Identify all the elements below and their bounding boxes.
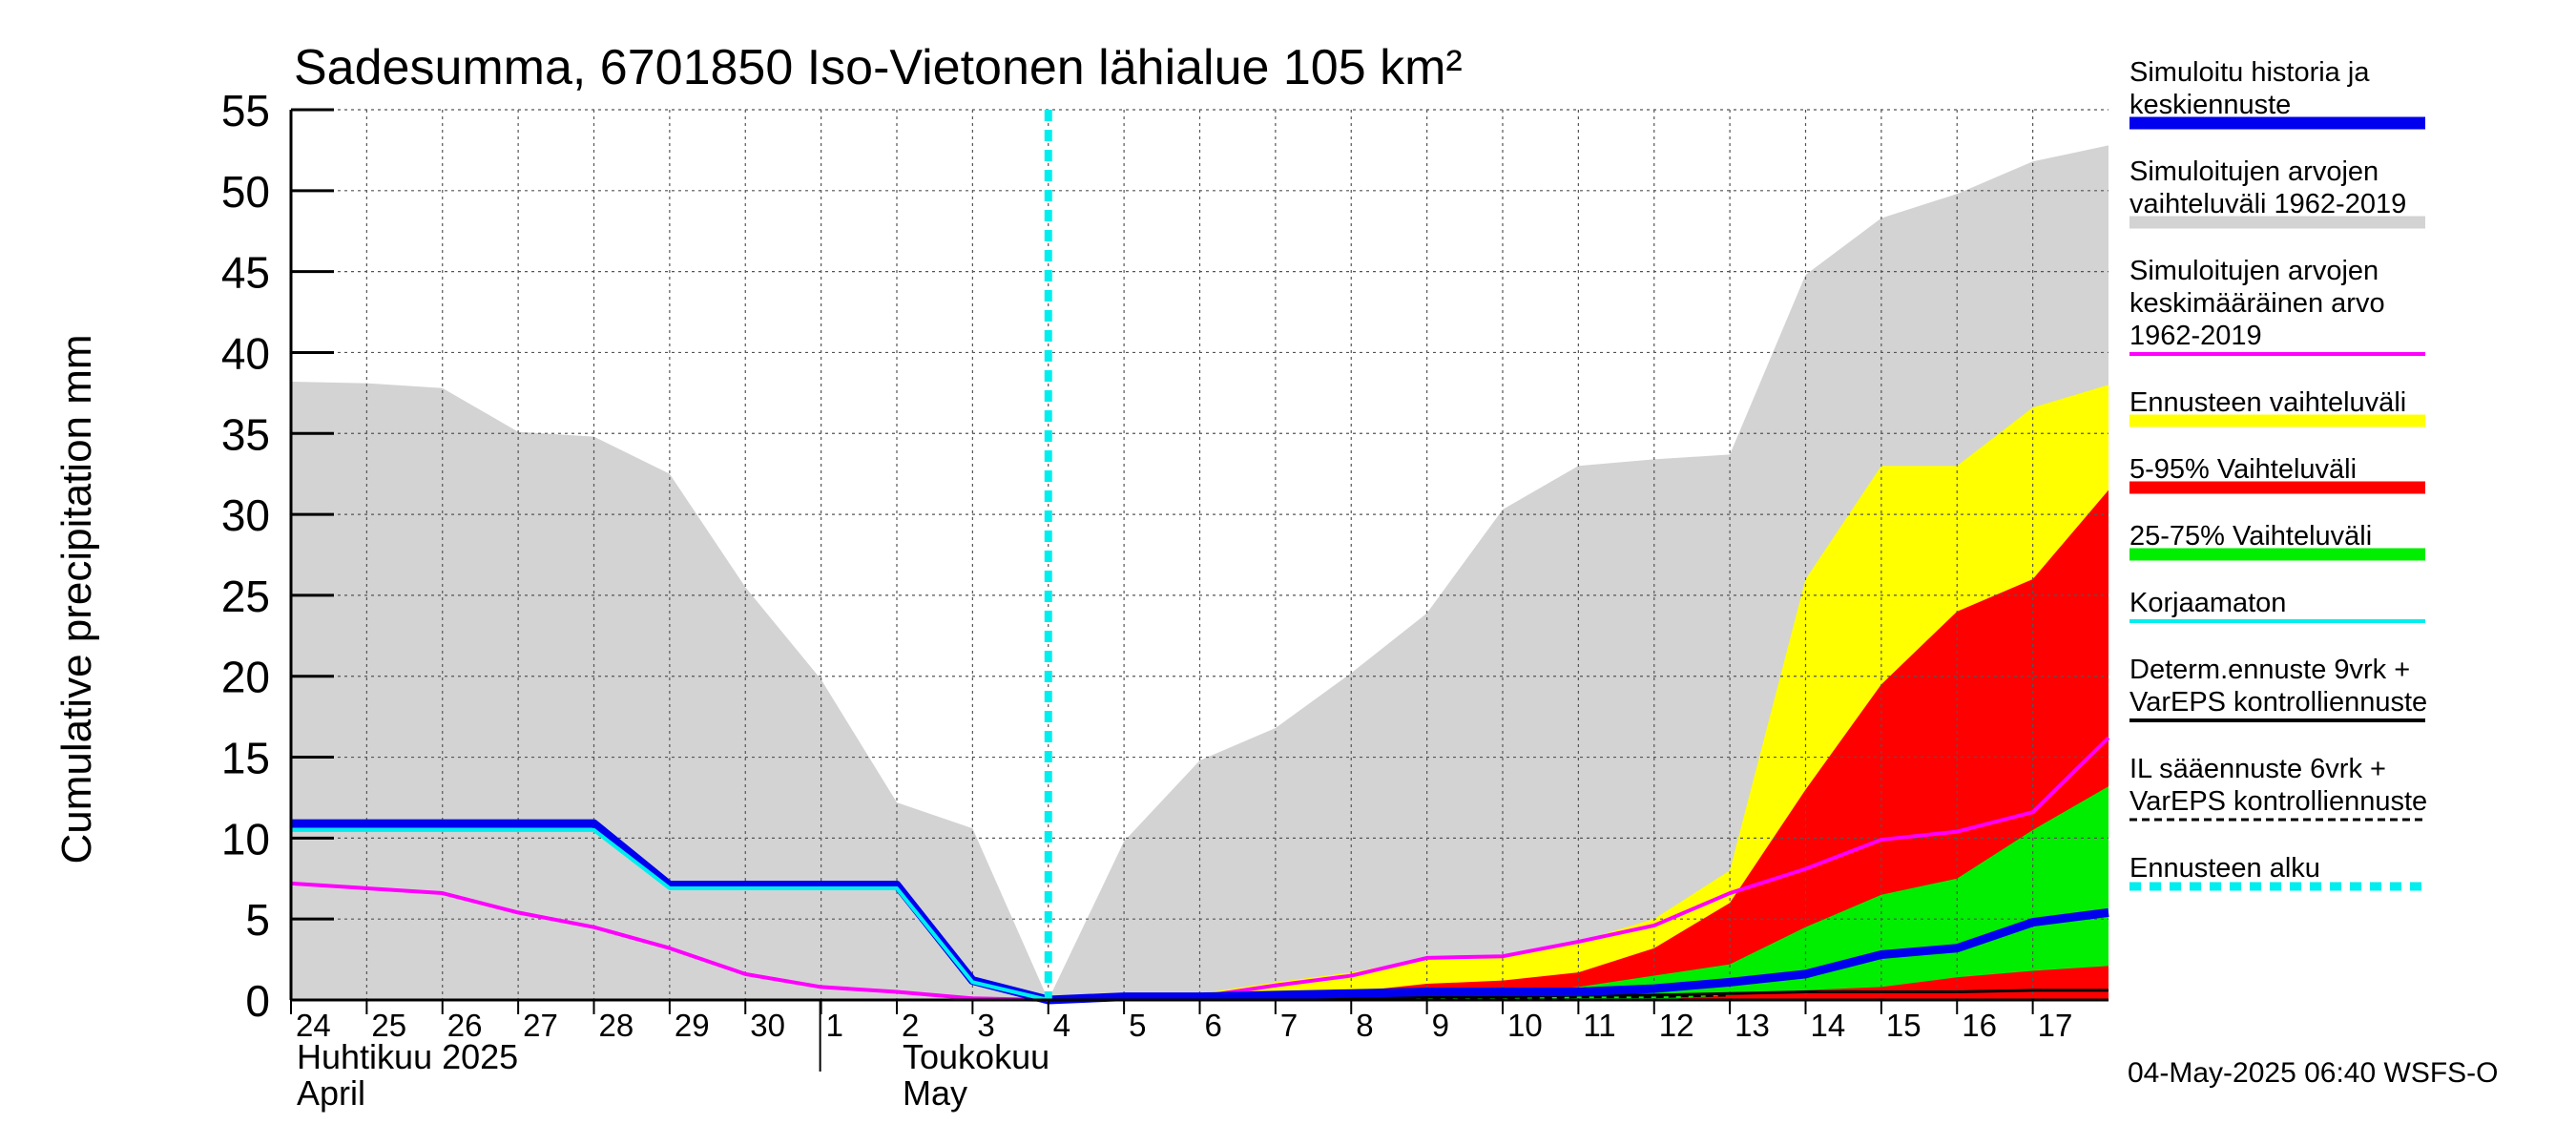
y-tick-label: 55 <box>221 86 270 135</box>
x-tick-label: 1 <box>826 1008 843 1043</box>
x-tick-label: 16 <box>1962 1008 1997 1043</box>
legend-label-9: Ennusteen alku <box>2129 853 2320 884</box>
y-tick-label: 35 <box>221 409 270 459</box>
x-tick-label: 4 <box>1053 1008 1070 1043</box>
y-axis-label: Cumulative precipitation mm <box>53 334 100 864</box>
x-tick-label: 25 <box>371 1008 406 1043</box>
y-tick-label: 30 <box>221 490 270 540</box>
x-tick-label: 29 <box>675 1008 710 1043</box>
x-tick-label: 2 <box>902 1008 919 1043</box>
month-label-en: May <box>903 1073 967 1113</box>
y-tick-label: 20 <box>221 653 270 702</box>
legend-label-8: VarEPS kontrolliennuste <box>2129 786 2427 817</box>
x-tick-label: 30 <box>750 1008 785 1043</box>
x-tick-label: 14 <box>1811 1008 1846 1043</box>
y-tick-label: 40 <box>221 328 270 378</box>
legend-label-4: 5-95% Vaihteluväli <box>2129 454 2357 485</box>
x-tick-label: 11 <box>1583 1008 1615 1043</box>
month-label: Huhtikuu 2025 <box>297 1037 518 1076</box>
footer-timestamp: 04-May-2025 06:40 WSFS-O <box>2128 1057 2499 1089</box>
legend-label-5: 25-75% Vaihteluväli <box>2129 521 2372 552</box>
legend-label-6: Korjaamaton <box>2129 588 2286 618</box>
x-tick-label: 17 <box>2038 1008 2073 1043</box>
x-tick-label: 27 <box>523 1008 558 1043</box>
x-tick-label: 24 <box>296 1008 331 1043</box>
x-tick-label: 9 <box>1432 1008 1449 1043</box>
legend-label-1: Simuloitujen arvojen <box>2129 156 2379 187</box>
legend-label-3: Ennusteen vaihteluväli <box>2129 387 2406 418</box>
chart-title: Sadesumma, 6701850 Iso-Vietonen lähialue… <box>294 40 1463 95</box>
y-tick-label: 10 <box>221 814 270 864</box>
uncorrected-line <box>291 827 1049 1002</box>
legend-label-7: VarEPS kontrolliennuste <box>2129 687 2427 718</box>
legend-label-2: Simuloitujen arvojen <box>2129 256 2379 286</box>
x-tick-label: 12 <box>1659 1008 1694 1043</box>
month-label-en: April <box>297 1073 365 1113</box>
x-tick-label: 13 <box>1735 1008 1770 1043</box>
legend-label-8: IL sääennuste 6vrk + <box>2129 754 2386 784</box>
band-5-95 <box>1048 489 2109 1000</box>
y-tick-label: 25 <box>221 572 270 621</box>
legend-label-0: Simuloitu historia ja <box>2129 57 2370 88</box>
x-tick-label: 8 <box>1356 1008 1373 1043</box>
history-forecast-line <box>291 819 2109 1005</box>
x-tick-label: 10 <box>1507 1008 1543 1043</box>
y-tick-label: 45 <box>221 248 270 298</box>
y-tick-label: 0 <box>245 976 270 1026</box>
x-tick-label: 15 <box>1886 1008 1922 1043</box>
legend-label-2: keskimääräinen arvo <box>2129 288 2385 319</box>
x-tick-label: 5 <box>1129 1008 1146 1043</box>
y-tick-label: 50 <box>221 167 270 217</box>
y-tick-label: 15 <box>221 734 270 783</box>
grid-layer <box>291 109 2109 1000</box>
line-layer <box>290 110 2110 1005</box>
legend-label-2: 1962-2019 <box>2129 321 2262 351</box>
x-tick-label: 28 <box>599 1008 634 1043</box>
legend-label-7: Determ.ennuste 9vrk + <box>2129 655 2410 685</box>
band-25-75 <box>1048 786 2109 1000</box>
x-tick-label: 3 <box>977 1008 994 1043</box>
legend-label-0: keskiennuste <box>2129 90 2291 120</box>
x-tick-label: 7 <box>1280 1008 1298 1043</box>
month-label: Toukokuu <box>903 1037 1049 1076</box>
x-tick-label: 26 <box>447 1008 483 1043</box>
y-tick-label: 5 <box>245 895 270 945</box>
legend-label-1: vaihteluväli 1962-2019 <box>2129 189 2406 219</box>
x-tick-label: 6 <box>1205 1008 1222 1043</box>
